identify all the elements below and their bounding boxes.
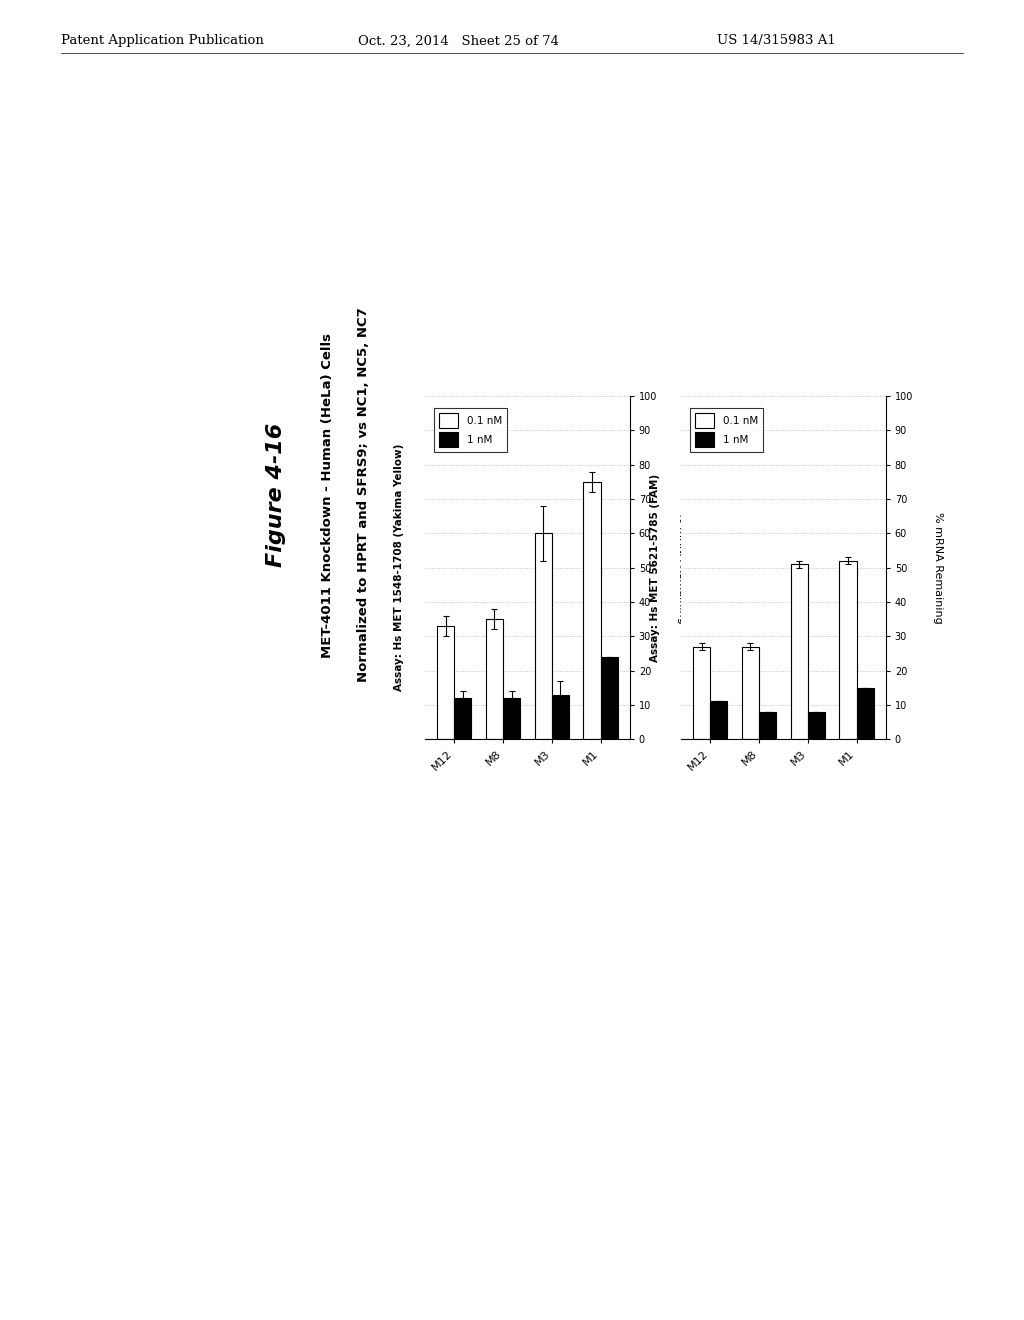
Bar bbox=[455, 698, 471, 739]
Y-axis label: % mRNA Remaining: % mRNA Remaining bbox=[933, 512, 943, 623]
Bar bbox=[742, 647, 759, 739]
Text: Normalized to HPRT and SFRS9; vs NC1, NC5, NC7: Normalized to HPRT and SFRS9; vs NC1, NC… bbox=[357, 308, 370, 682]
Text: Figure 4-16: Figure 4-16 bbox=[266, 422, 287, 568]
Bar bbox=[535, 533, 552, 739]
Bar bbox=[552, 694, 568, 739]
Text: Oct. 23, 2014   Sheet 25 of 74: Oct. 23, 2014 Sheet 25 of 74 bbox=[358, 34, 559, 48]
Bar bbox=[437, 626, 455, 739]
Bar bbox=[584, 482, 600, 739]
Legend: 0.1 nM, 1 nM: 0.1 nM, 1 nM bbox=[434, 408, 507, 453]
Bar bbox=[693, 647, 711, 739]
Text: Assay: Hs MET 1548-1708 (Yakima Yellow): Assay: Hs MET 1548-1708 (Yakima Yellow) bbox=[394, 444, 404, 692]
Y-axis label: % mRNA Remaining: % mRNA Remaining bbox=[677, 512, 687, 623]
Text: MET-4011 Knockdown - Human (HeLa) Cells: MET-4011 Knockdown - Human (HeLa) Cells bbox=[322, 333, 334, 657]
Text: Assay: Hs MET 5621-5785 (FAM): Assay: Hs MET 5621-5785 (FAM) bbox=[650, 474, 660, 661]
Bar bbox=[808, 711, 824, 739]
Bar bbox=[759, 711, 776, 739]
Bar bbox=[486, 619, 503, 739]
Legend: 0.1 nM, 1 nM: 0.1 nM, 1 nM bbox=[690, 408, 763, 453]
Bar bbox=[503, 698, 520, 739]
Bar bbox=[840, 561, 856, 739]
Bar bbox=[856, 688, 873, 739]
Text: US 14/315983 A1: US 14/315983 A1 bbox=[717, 34, 836, 48]
Bar bbox=[791, 564, 808, 739]
Text: Patent Application Publication: Patent Application Publication bbox=[61, 34, 264, 48]
Bar bbox=[600, 657, 617, 739]
Bar bbox=[711, 701, 727, 739]
